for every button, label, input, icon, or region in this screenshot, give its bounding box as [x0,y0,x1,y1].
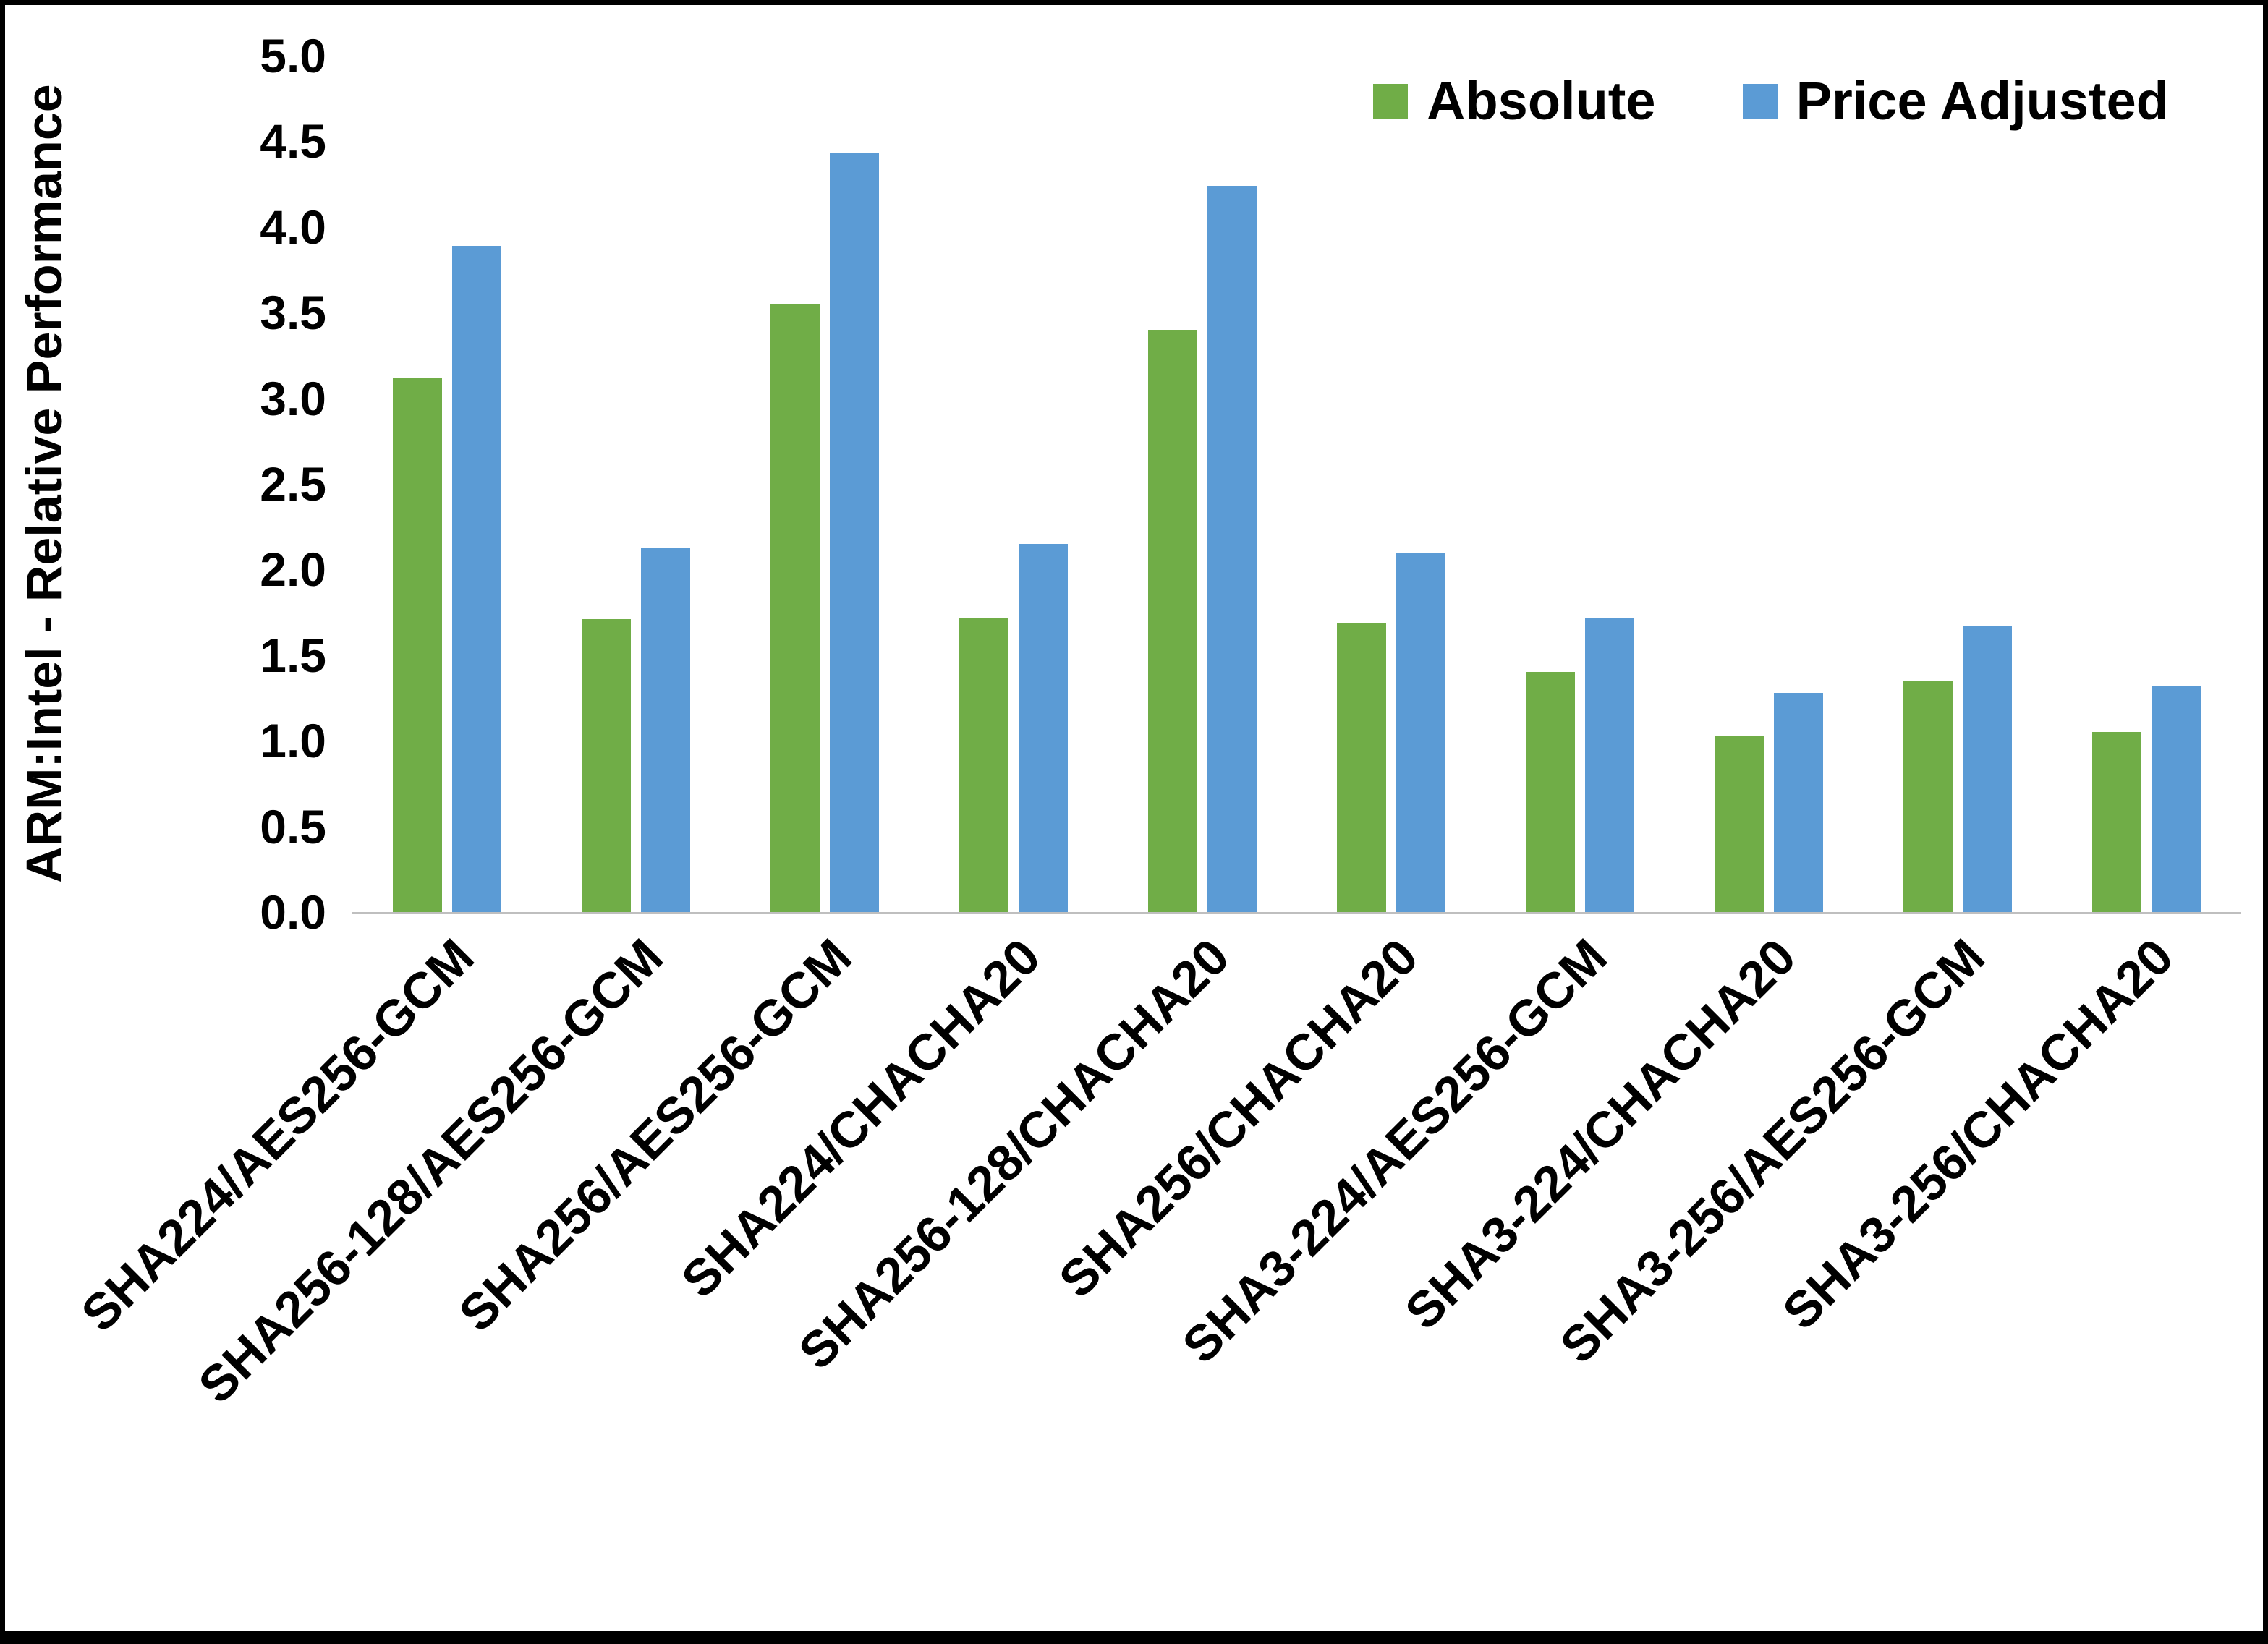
bar-absolute [770,304,820,912]
bar-price-adjusted [1018,543,1068,912]
legend: Absolute Price Adjusted [1373,74,2169,128]
bar-absolute [1336,622,1386,912]
y-tick-label: 0.5 [260,799,326,853]
bar-price-adjusted [640,547,690,912]
y-tick-label: 2.0 [260,542,326,597]
bar-absolute [581,619,631,912]
bar-group [541,56,730,912]
bar-absolute [392,378,442,912]
bar-price-adjusted [2151,686,2201,912]
bar-group [730,56,919,912]
x-axis-label: SHA256/AES256-GCM [448,928,862,1342]
bar-absolute [1147,329,1197,912]
y-tick-label: 0.0 [260,885,326,939]
bar-price-adjusted [451,245,501,912]
x-axis-labels: SHA224/AES256-GCM SHA256-128/AES256-GCM SH… [71,914,2241,1507]
bar-price-adjusted [1773,692,1823,912]
bar-group [1108,56,1296,912]
bar-price-adjusted [829,153,879,912]
x-axis-label: SHA3-224/CHACHA20 [1394,928,1806,1340]
legend-item: Price Adjusted [1742,71,2169,131]
bar-absolute [959,617,1008,912]
bar-group [1485,56,1674,912]
bar-group [352,56,541,912]
legend-swatch [1373,84,1409,119]
bar-absolute [1714,736,1764,912]
bar-group [1863,56,2052,912]
bar-group [2052,56,2241,912]
legend-label: Absolute [1427,71,1656,131]
y-tick-label: 3.0 [260,371,326,425]
bar-price-adjusted [1396,552,1445,912]
y-tick-label: 1.0 [260,714,326,768]
bar-group [1296,56,1485,912]
y-tick-label: 4.5 [260,114,326,169]
bar-group [919,56,1108,912]
x-axis-label: SHA3-256/CHACHA20 [1772,928,2184,1340]
bar-price-adjusted [1207,185,1257,912]
legend-swatch [1742,84,1778,119]
bar-absolute [2091,732,2141,912]
bar-group [1674,56,1863,912]
plot-area [352,56,2241,914]
bar-price-adjusted [1584,617,1634,912]
y-tick-label: 5.0 [260,29,326,82]
bar-absolute [1525,672,1575,912]
y-tick-label: 1.5 [260,628,326,682]
x-axis-label: SHA256/CHACHA20 [1048,928,1429,1308]
bar-absolute [1903,681,1953,912]
x-axis-label: SHA224/AES256-GCM [70,928,485,1342]
y-axis-ticks: 5.0 4.5 4.0 3.5 3.0 2.5 2.0 1.5 1.0 0.5 0.0 [5,32,336,936]
y-tick-label: 4.0 [260,200,326,254]
y-tick-label: 2.5 [260,457,326,511]
y-tick-label: 3.5 [260,286,326,340]
x-axis-label: SHA224/CHACHA20 [671,928,1051,1308]
legend-item: Absolute [1373,74,1656,128]
legend-label: Price Adjusted [1796,71,2169,131]
bar-price-adjusted [1962,626,2012,912]
